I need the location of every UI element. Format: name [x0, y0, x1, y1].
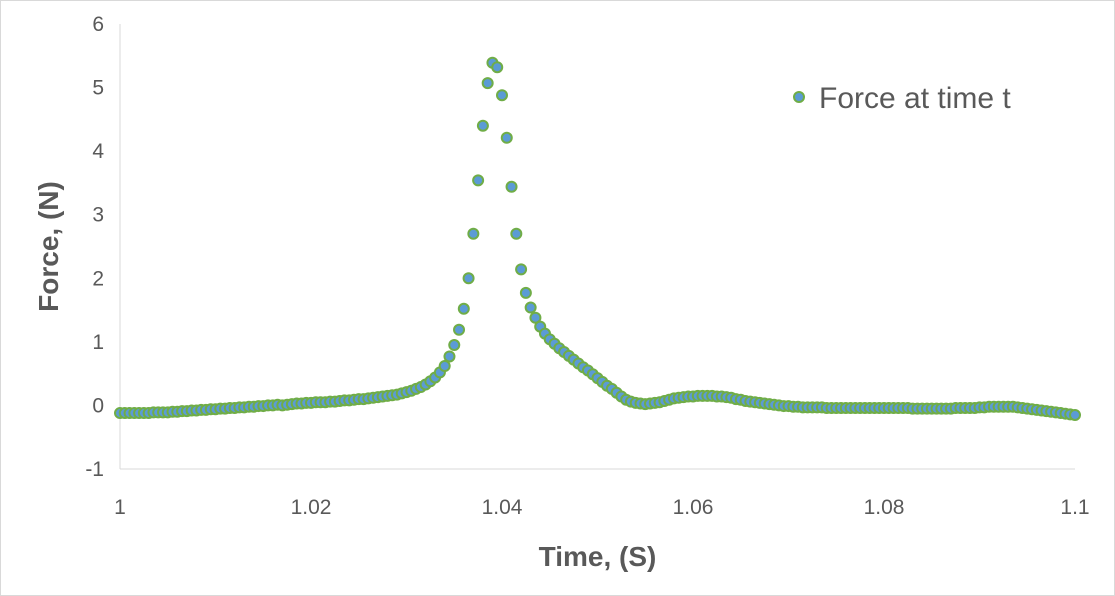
- data-point: [462, 272, 475, 285]
- y-tick-label: 2: [92, 267, 104, 290]
- data-point: [438, 360, 451, 373]
- data-point: [500, 131, 513, 144]
- x-tick-label: 1.02: [291, 496, 332, 519]
- x-tick-label: 1.1: [1060, 496, 1089, 519]
- y-tick-label: 0: [92, 394, 104, 417]
- data-point: [515, 263, 528, 276]
- data-point: [529, 311, 542, 324]
- y-tick-label: -1: [85, 458, 104, 481]
- y-tick-label: 5: [92, 77, 104, 100]
- data-points: [114, 56, 1081, 421]
- x-tick-label: 1.08: [864, 496, 905, 519]
- data-point: [510, 227, 523, 240]
- axes: [119, 24, 1075, 470]
- data-point: [457, 302, 470, 315]
- legend: Force at time t: [793, 82, 1011, 115]
- data-point: [443, 350, 456, 363]
- y-tick-label: 6: [92, 13, 104, 36]
- data-point: [448, 339, 461, 352]
- data-point: [467, 227, 480, 240]
- x-tick-label: 1.04: [482, 496, 523, 519]
- y-tick-label: 1: [92, 331, 104, 354]
- data-point: [491, 61, 504, 74]
- data-point: [481, 77, 494, 90]
- x-tick-label: 1: [114, 496, 126, 519]
- data-point: [472, 174, 485, 187]
- data-point: [505, 180, 518, 193]
- x-tick-label: 1.06: [673, 496, 714, 519]
- x-tick-labels: 1 1.02 1.04 1.06 1.08 1.1: [114, 496, 1089, 519]
- legend-label: Force at time t: [819, 82, 1011, 115]
- y-tick-label: 4: [92, 140, 104, 163]
- data-point: [476, 119, 489, 132]
- y-tick-labels: -1 0 1 2 3 4 5 6: [85, 13, 104, 481]
- legend-marker: [793, 91, 805, 103]
- data-point: [524, 301, 537, 314]
- y-tick-label: 3: [92, 204, 104, 227]
- data-point: [496, 89, 508, 102]
- data-point: [1069, 408, 1081, 421]
- y-axis-title: Force, (N): [33, 181, 64, 312]
- x-axis-title: Time, (S): [539, 541, 657, 572]
- data-point: [519, 286, 532, 299]
- data-point: [453, 323, 466, 336]
